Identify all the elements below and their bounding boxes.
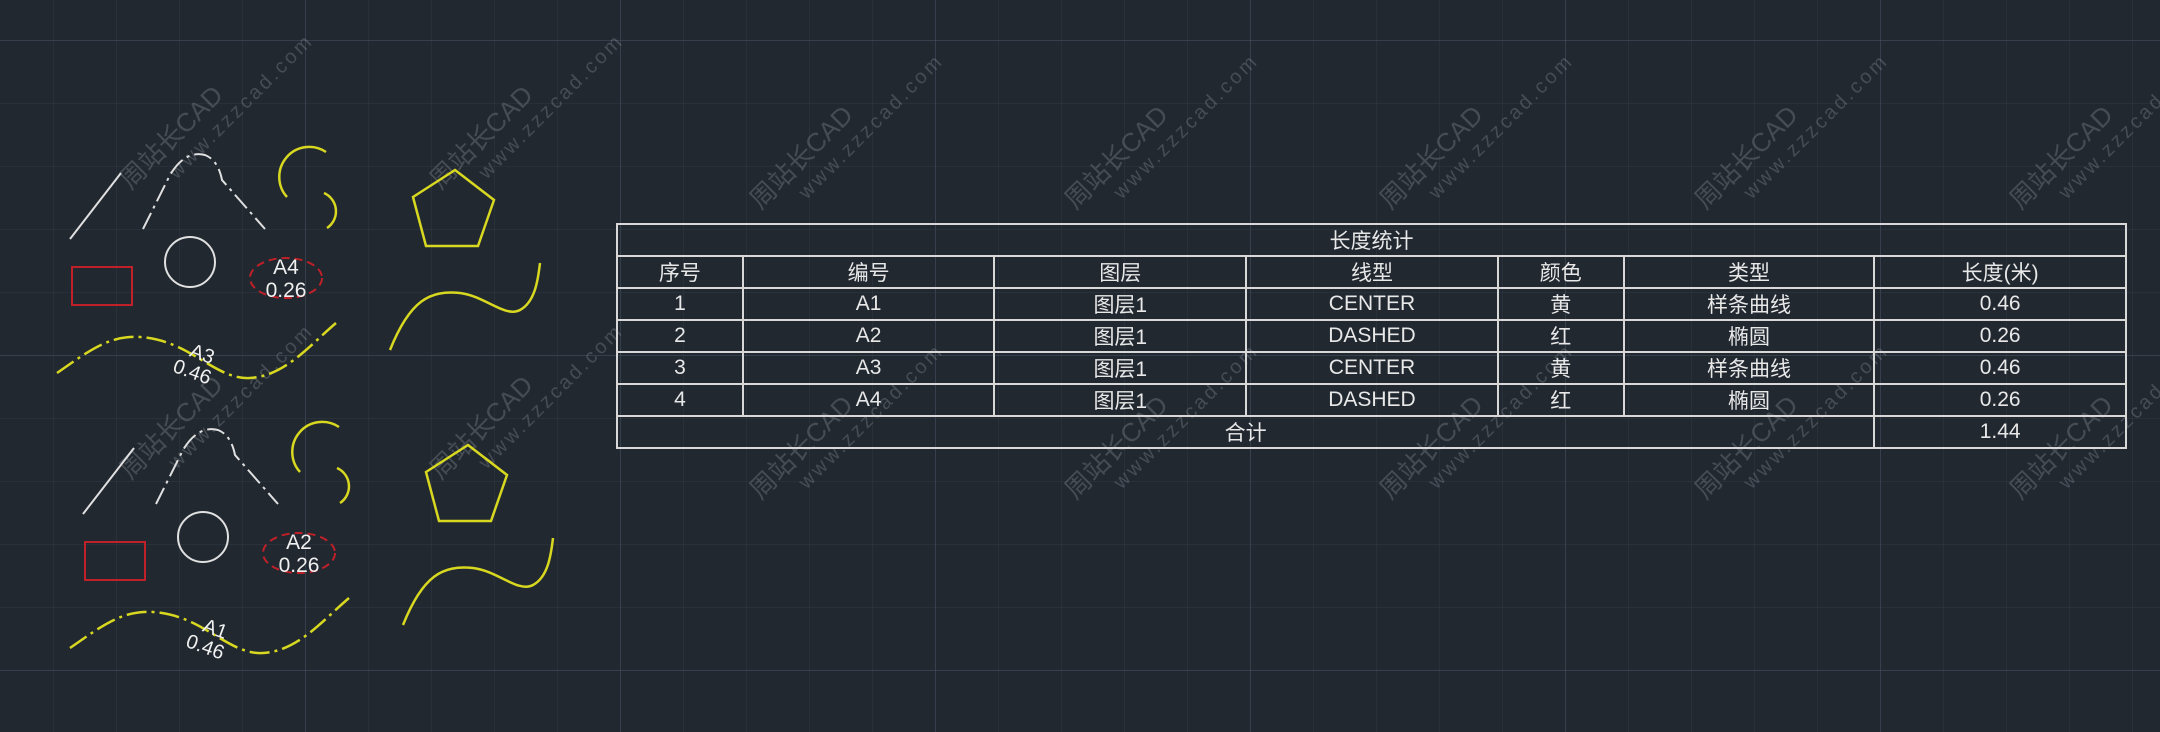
- table-cell: 红: [1496, 319, 1625, 353]
- header-cell: 线型: [1245, 255, 1499, 289]
- header-cell: 序号: [616, 255, 744, 289]
- table-cell: CENTER: [1245, 351, 1499, 385]
- table-cell: A1: [741, 287, 996, 321]
- label-length: 0.26: [279, 554, 320, 577]
- table-cell: DASHED: [1245, 383, 1499, 417]
- table-row: 1 A1 图层1 CENTER 黄样条曲线 0.46: [616, 287, 2127, 321]
- table-cell: 样条曲线: [1622, 351, 1876, 385]
- table-cell: DASHED: [1245, 319, 1499, 353]
- table-cell: A3: [741, 351, 996, 385]
- table-total-row: 合计 1.44: [615, 415, 2127, 449]
- table-cell: CENTER: [1245, 287, 1499, 321]
- header-cell: 图层: [993, 255, 1248, 289]
- table-cell: 0.46: [1873, 287, 2127, 321]
- table-cell: A2: [741, 319, 996, 353]
- header-cell: 编号: [741, 255, 996, 289]
- table-cell: 图层1: [993, 319, 1248, 353]
- table-cell: 0.46: [1873, 351, 2127, 385]
- table-cell: 椭圆: [1622, 383, 1876, 417]
- table-row: 2 A2 图层1 DASHED 红椭圆 0.26: [616, 319, 2127, 353]
- drawing-group-top: A4 0.26 A3 0.46: [55, 145, 542, 389]
- total-label: 合计: [615, 415, 1876, 449]
- table-cell: 黄: [1496, 287, 1625, 321]
- table-cell: 0.26: [1873, 383, 2127, 417]
- label-id: A4: [273, 256, 299, 279]
- length-statistics-table[interactable]: 长度统计 序号 编号 图层 线型 颜色 类型 长度(米) 1 A1 图层1 CENTE…: [615, 223, 2127, 449]
- table-cell: 椭圆: [1622, 319, 1876, 353]
- table-cell: 样条曲线: [1622, 287, 1876, 321]
- table-cell: 红: [1496, 383, 1625, 417]
- table-row: 4 A4 图层1 DASHED 红椭圆 0.26: [616, 383, 2127, 417]
- table-cell: 图层1: [993, 351, 1248, 385]
- table-cell: 4: [616, 383, 744, 417]
- table-title: 长度统计: [616, 223, 2127, 257]
- table-cell: 0.26: [1873, 319, 2127, 353]
- drawing-group-bottom: A2 0.26 A1 0.46: [68, 420, 555, 664]
- table-row: 3 A3 图层1 CENTER 黄样条曲线 0.46: [616, 351, 2127, 385]
- label-id: A2: [286, 531, 312, 554]
- table-title-row: 长度统计: [616, 223, 2127, 257]
- header-cell: 类型: [1622, 255, 1876, 289]
- table-header-row: 序号 编号 图层 线型 颜色 类型 长度(米): [616, 255, 2127, 289]
- header-cell: 颜色: [1496, 255, 1625, 289]
- total-value: 1.44: [1873, 415, 2127, 449]
- table-cell: 1: [616, 287, 744, 321]
- table-cell: A4: [741, 383, 996, 417]
- table-cell: 图层1: [993, 287, 1248, 321]
- table-cell: 黄: [1496, 351, 1625, 385]
- table-cell: 图层1: [993, 383, 1248, 417]
- table-cell: 3: [616, 351, 744, 385]
- header-cell: 长度(米): [1873, 255, 2127, 289]
- table-cell: 2: [616, 319, 744, 353]
- label-length: 0.26: [266, 279, 307, 302]
